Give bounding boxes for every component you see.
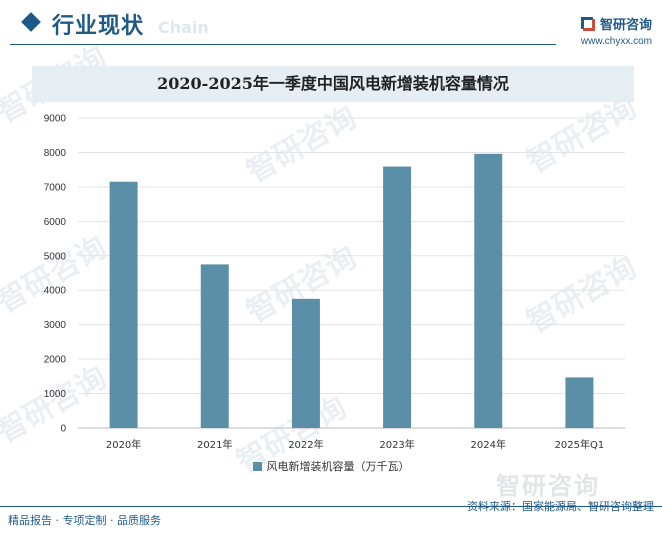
brand: 智研咨询 www.chyxx.com	[581, 14, 652, 47]
footer-slogan: 精品报告 · 专项定制 · 品质服务	[8, 514, 161, 527]
header: 行业现状 Chain 智研咨询 www.chyxx.com	[0, 0, 662, 50]
y-tick-label: 9000	[44, 114, 67, 125]
x-tick-label: 2024年	[471, 438, 506, 451]
y-tick-label: 1000	[44, 389, 67, 400]
bar	[109, 181, 138, 428]
y-tick-label: 3000	[44, 320, 67, 331]
header-divider	[10, 44, 556, 45]
legend-swatch	[252, 461, 262, 471]
title-band	[32, 66, 634, 102]
legend-label: 风电新增装机容量（万千瓦）	[266, 460, 410, 473]
section-ghost-text: Chain	[158, 18, 209, 37]
bar	[291, 298, 320, 428]
chart-title: 2020-2025年一季度中国风电新增装机容量情况	[157, 74, 509, 93]
y-tick-label: 2000	[44, 355, 67, 366]
y-tick-label: 4000	[44, 286, 67, 297]
y-tick-label: 0	[60, 424, 66, 435]
x-tick-label: 2020年	[106, 438, 141, 451]
bar	[565, 377, 594, 428]
bar	[474, 153, 503, 429]
y-tick-label: 6000	[44, 217, 67, 228]
footer-divider	[0, 506, 662, 507]
brand-name: 智研咨询	[599, 18, 652, 33]
bar	[383, 166, 412, 429]
x-tick-label: 2025年Q1	[555, 438, 605, 451]
y-tick-label: 5000	[44, 251, 67, 262]
x-tick-label: 2021年	[197, 438, 232, 451]
y-tick-label: 8000	[44, 148, 67, 159]
section-title: 行业现状	[52, 14, 145, 39]
footer-brand-watermark: 智研咨询	[496, 472, 600, 500]
brand-logo-icon	[580, 16, 595, 31]
y-tick-label: 7000	[44, 182, 67, 193]
legend: 风电新增装机容量（万千瓦）	[0, 458, 662, 474]
bar	[200, 264, 229, 428]
x-tick-label: 2022年	[288, 438, 323, 451]
x-tick-label: 2023年	[379, 438, 414, 451]
brand-url: www.chyxx.com	[580, 36, 652, 47]
